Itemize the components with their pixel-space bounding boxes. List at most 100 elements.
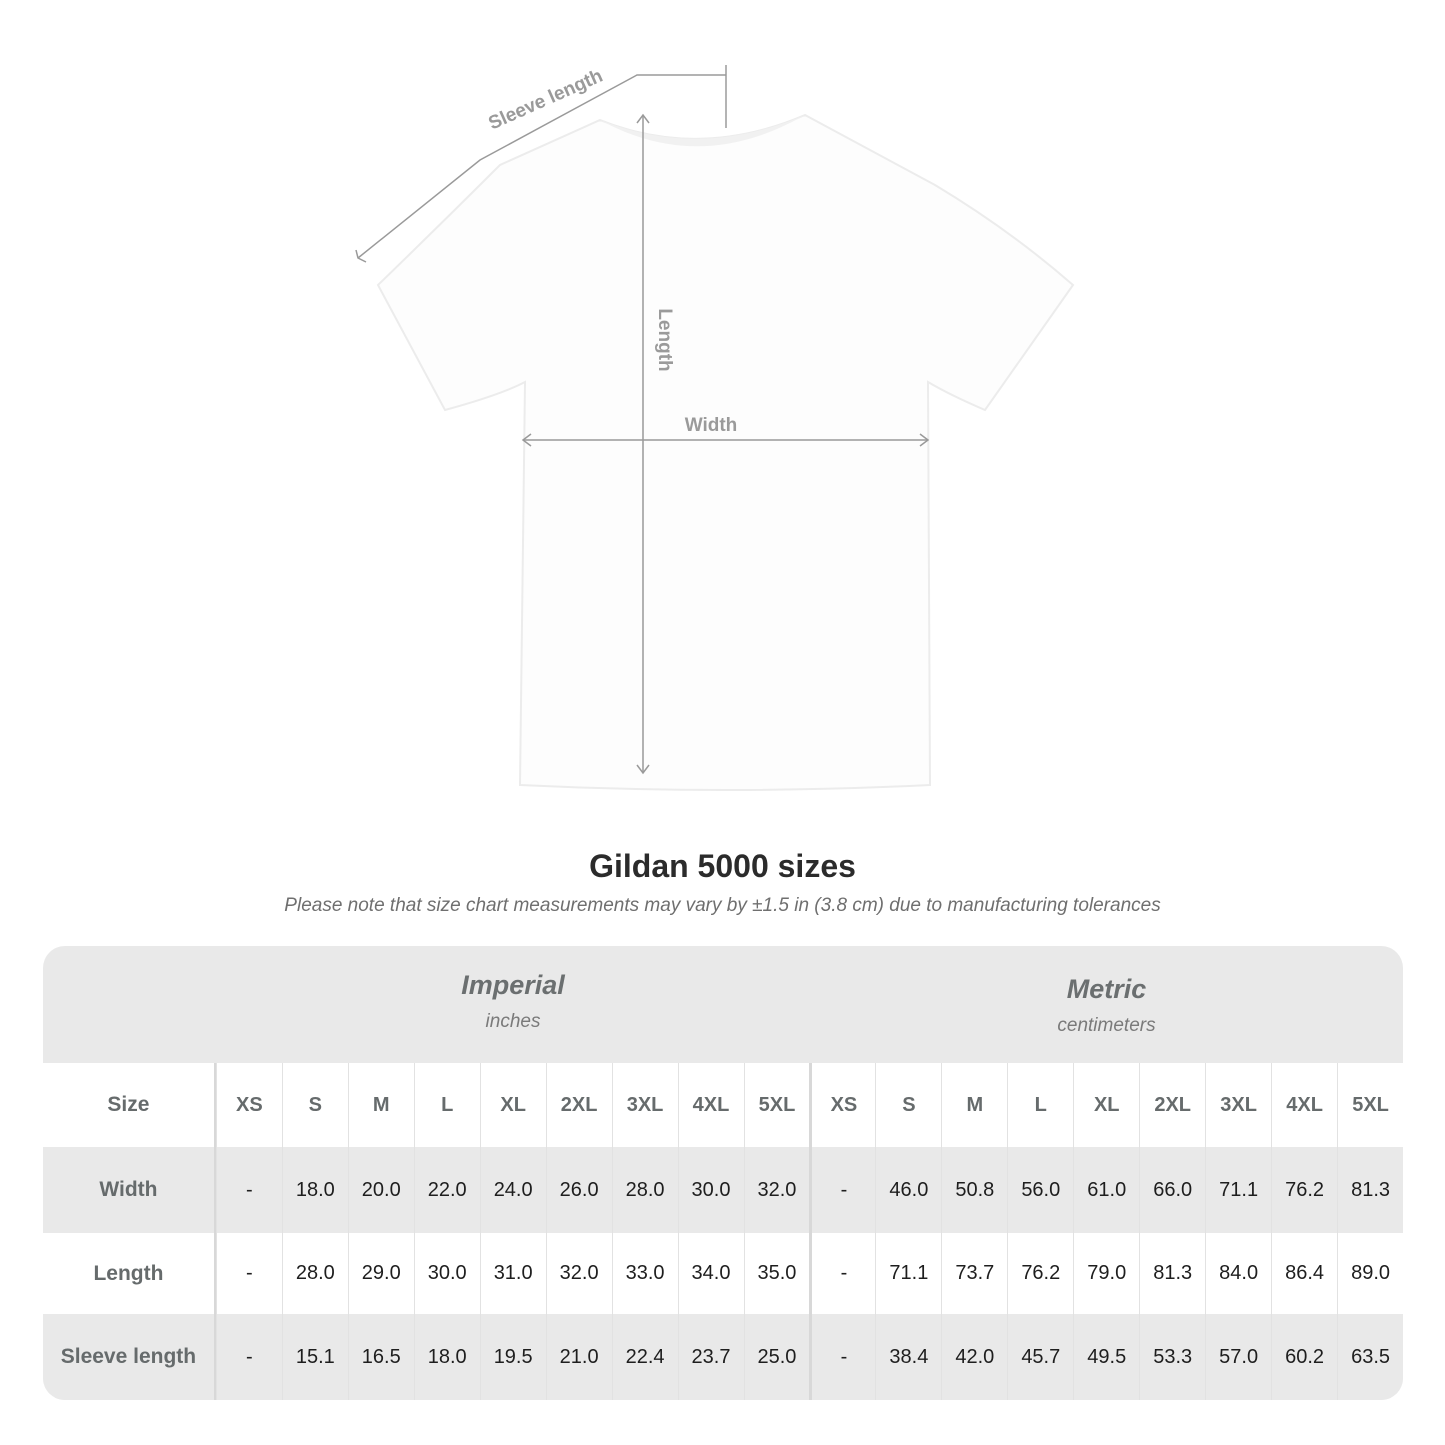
width-label: Width xyxy=(685,415,738,436)
length-arrowhead-top xyxy=(636,113,650,124)
metric-value-cell: 76.2 xyxy=(1271,1147,1337,1233)
imperial-value-cell: 15.1 xyxy=(281,1314,348,1400)
imperial-value-cell: 28.0 xyxy=(611,1147,678,1233)
metric-size-header: XS xyxy=(809,1063,875,1147)
table-row: Sleeve length -15.1 16.5 18.0 19.5 21.0 22.4 23… xyxy=(43,1314,1403,1400)
imperial-value-cell: 30.0 xyxy=(413,1233,480,1314)
imperial-value-cell: - xyxy=(215,1314,282,1400)
imperial-value-cell: 32.0 xyxy=(545,1233,612,1314)
metric-value-cell: 71.1 xyxy=(1205,1147,1271,1233)
chart-title: Gildan 5000 sizes xyxy=(589,848,856,884)
metric-unit: centimeters xyxy=(1057,1015,1156,1036)
metric-value-cell: 73.7 xyxy=(941,1233,1007,1314)
imperial-value-cell: - xyxy=(215,1147,282,1233)
metric-value-cell: 66.0 xyxy=(1139,1147,1205,1233)
length-arrowhead-bottom xyxy=(636,764,650,775)
metric-value-cell: 53.3 xyxy=(1139,1314,1205,1400)
size-header-row: Size XS S M L XL 2XL 3XL 4XL 5XL XS S M L XL 2XL 3XL 4XL 5… xyxy=(43,1063,1403,1147)
metric-value-cell: 46.0 xyxy=(875,1147,941,1233)
imperial-size-header: L xyxy=(413,1063,480,1147)
imperial-value-cell: 23.7 xyxy=(677,1314,744,1400)
imperial-value-cell: 22.0 xyxy=(413,1147,480,1233)
metric-value-cell: 79.0 xyxy=(1073,1233,1139,1314)
metric-size-header: L xyxy=(1007,1063,1073,1147)
metric-value-cell: 71.1 xyxy=(875,1233,941,1314)
size-table: Imperial inches Metric centimeters Size X… xyxy=(43,946,1403,1400)
length-label: Length xyxy=(654,308,675,371)
metric-size-header: S xyxy=(875,1063,941,1147)
tshirt-shape xyxy=(376,113,1075,791)
metric-size-header: M xyxy=(941,1063,1007,1147)
metric-value-cell: 50.8 xyxy=(941,1147,1007,1233)
sleeve-measure-line xyxy=(357,74,726,259)
metric-value-cell: 60.2 xyxy=(1271,1314,1337,1400)
metric-value-cell: 86.4 xyxy=(1271,1233,1337,1314)
metric-value-cell: 63.5 xyxy=(1337,1314,1403,1400)
imperial-value-cell: 28.0 xyxy=(281,1233,348,1314)
sleeve-arrowhead xyxy=(355,249,367,263)
metric-size-header: 5XL xyxy=(1337,1063,1403,1147)
size-label: Size xyxy=(43,1063,216,1147)
metric-value-cell: - xyxy=(809,1233,875,1314)
width-arrowhead-right xyxy=(919,433,930,447)
imperial-value-cell: 19.5 xyxy=(479,1314,546,1400)
imperial-value-cell: - xyxy=(215,1233,282,1314)
imperial-value-cell: 21.0 xyxy=(545,1314,612,1400)
imperial-value-cell: 24.0 xyxy=(479,1147,546,1233)
metric-header: Metric centimeters xyxy=(810,974,1403,1091)
imperial-header: Imperial inches xyxy=(216,970,810,1087)
imperial-value-cell: 29.0 xyxy=(347,1233,414,1314)
imperial-value-cell: 18.0 xyxy=(281,1147,348,1233)
metric-value-cell: 61.0 xyxy=(1073,1147,1139,1233)
imperial-value-cell: 25.0 xyxy=(743,1314,810,1400)
imperial-value-cell: 31.0 xyxy=(479,1233,546,1314)
metric-label: Metric xyxy=(1066,974,1147,1004)
imperial-size-header: 5XL xyxy=(743,1063,810,1147)
metric-value-cell: 84.0 xyxy=(1205,1233,1271,1314)
row-label: Length xyxy=(43,1233,216,1314)
imperial-value-cell: 20.0 xyxy=(347,1147,414,1233)
imperial-value-cell: 22.4 xyxy=(611,1314,678,1400)
table-row: Length -28.0 29.0 30.0 31.0 32.0 33.0 34.0 35.0-… xyxy=(43,1233,1403,1314)
metric-value-cell: 45.7 xyxy=(1007,1314,1073,1400)
metric-value-cell: 49.5 xyxy=(1073,1314,1139,1400)
tolerance-note: Please note that size chart measurements… xyxy=(284,895,1161,916)
imperial-value-cell: 34.0 xyxy=(677,1233,744,1314)
imperial-size-header: 4XL xyxy=(677,1063,744,1147)
row-label: Width xyxy=(43,1147,216,1233)
imperial-size-header: S xyxy=(281,1063,348,1147)
metric-value-cell: 38.4 xyxy=(875,1314,941,1400)
imperial-size-header: M xyxy=(347,1063,414,1147)
row-label: Sleeve length xyxy=(43,1314,216,1400)
imperial-size-header: XL xyxy=(479,1063,546,1147)
imperial-value-cell: 16.5 xyxy=(347,1314,414,1400)
imperial-value-cell: 33.0 xyxy=(611,1233,678,1314)
metric-value-cell: 42.0 xyxy=(941,1314,1007,1400)
imperial-value-cell: 30.0 xyxy=(677,1147,744,1233)
table-row: Width -18.0 20.0 22.0 24.0 26.0 28.0 30.0 32.0-4… xyxy=(43,1147,1403,1233)
imperial-value-cell: 26.0 xyxy=(545,1147,612,1233)
imperial-size-header: 2XL xyxy=(545,1063,612,1147)
metric-size-header: 3XL xyxy=(1205,1063,1271,1147)
metric-value-cell: - xyxy=(809,1147,875,1233)
metric-value-cell: 57.0 xyxy=(1205,1314,1271,1400)
metric-size-header: 4XL xyxy=(1271,1063,1337,1147)
imperial-unit: inches xyxy=(485,1011,541,1032)
metric-size-header: XL xyxy=(1073,1063,1139,1147)
imperial-label: Imperial xyxy=(461,970,565,1000)
imperial-size-header: 3XL xyxy=(611,1063,678,1147)
metric-value-cell: 56.0 xyxy=(1007,1147,1073,1233)
imperial-value-cell: 32.0 xyxy=(743,1147,810,1233)
metric-value-cell: 81.3 xyxy=(1337,1147,1403,1233)
metric-value-cell: - xyxy=(809,1314,875,1400)
metric-size-header: 2XL xyxy=(1139,1063,1205,1147)
tshirt-collar xyxy=(600,115,805,147)
imperial-size-header: XS xyxy=(215,1063,282,1147)
imperial-value-cell: 18.0 xyxy=(413,1314,480,1400)
metric-value-cell: 89.0 xyxy=(1337,1233,1403,1314)
width-arrowhead-left xyxy=(521,433,532,447)
metric-value-cell: 76.2 xyxy=(1007,1233,1073,1314)
tshirt-diagram: Sleeve length Length Width xyxy=(355,65,1075,791)
metric-value-cell: 81.3 xyxy=(1139,1233,1205,1314)
imperial-value-cell: 35.0 xyxy=(743,1233,810,1314)
